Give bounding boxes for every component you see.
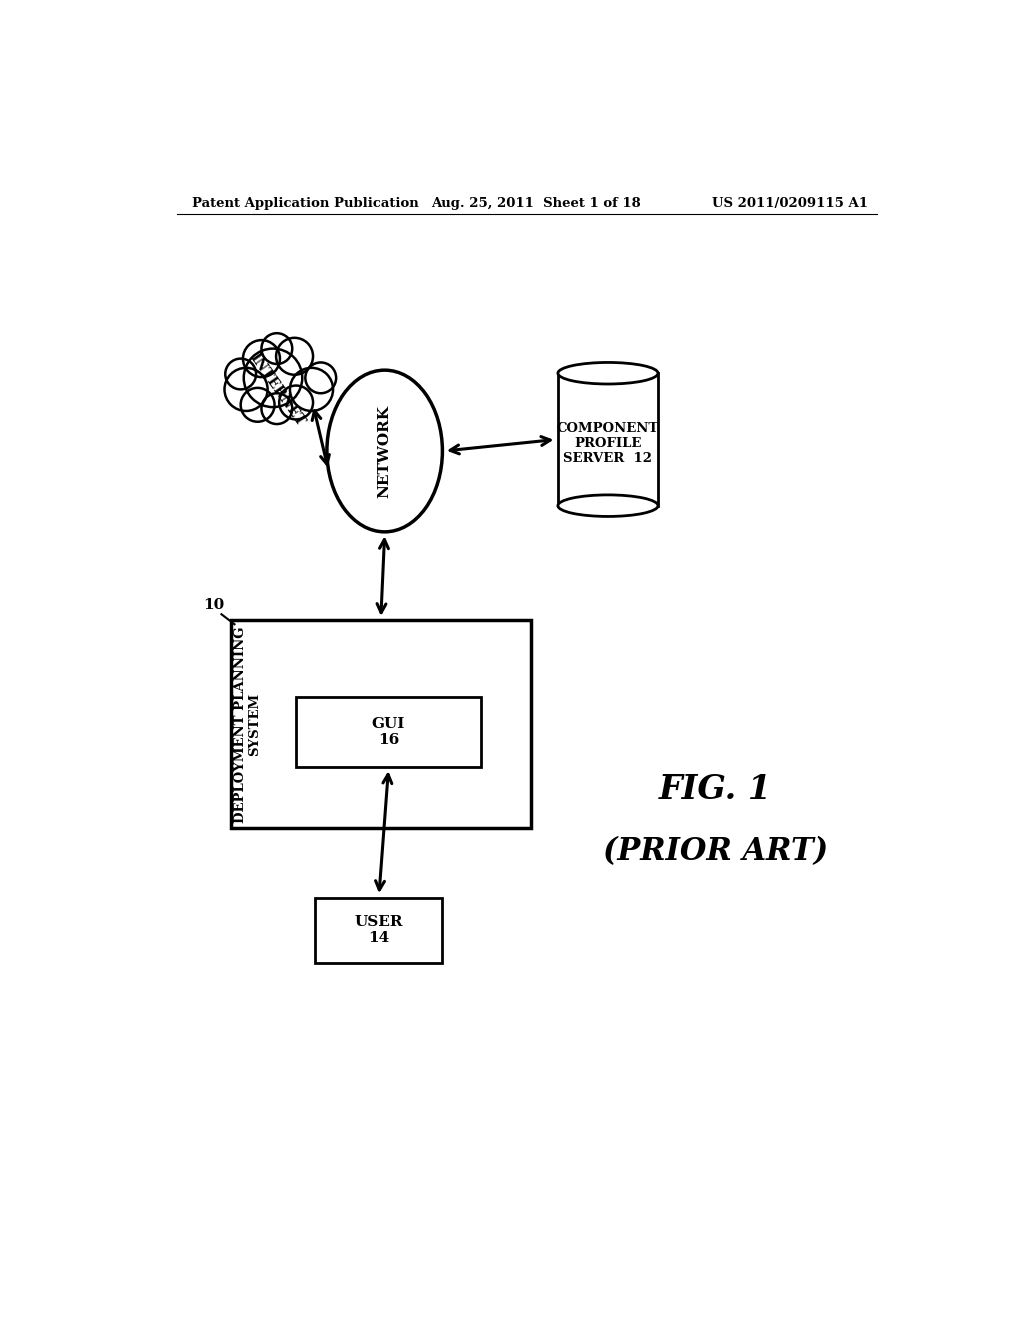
- Text: (PRIOR ART): (PRIOR ART): [603, 836, 828, 867]
- Text: FIG. 1: FIG. 1: [659, 774, 772, 807]
- Bar: [558, 374, 658, 506]
- Bar: [296, 697, 481, 767]
- Text: US 2011/0209115 A1: US 2011/0209115 A1: [712, 197, 868, 210]
- Text: GUI
16: GUI 16: [372, 717, 406, 747]
- Circle shape: [290, 368, 333, 411]
- Text: USER
14: USER 14: [354, 915, 403, 945]
- Text: COMPONENT
PROFILE
SERVER  12: COMPONENT PROFILE SERVER 12: [557, 422, 659, 465]
- Ellipse shape: [558, 363, 658, 384]
- Text: INTERNET: INTERNET: [247, 350, 307, 429]
- Circle shape: [243, 341, 280, 378]
- Circle shape: [224, 368, 267, 411]
- Bar: [230, 620, 531, 829]
- Text: NETWORK: NETWORK: [378, 404, 391, 498]
- Circle shape: [305, 363, 336, 393]
- Text: 10: 10: [203, 598, 224, 612]
- Ellipse shape: [327, 370, 442, 532]
- Text: Patent Application Publication: Patent Application Publication: [193, 197, 419, 210]
- Circle shape: [261, 333, 292, 364]
- Text: DEPLOYMENT PLANNING
SYSTEM: DEPLOYMENT PLANNING SYSTEM: [233, 626, 261, 822]
- Circle shape: [241, 388, 274, 422]
- Circle shape: [276, 338, 313, 375]
- Circle shape: [261, 393, 292, 424]
- Circle shape: [225, 359, 256, 389]
- Circle shape: [280, 385, 313, 420]
- Ellipse shape: [558, 495, 658, 516]
- Bar: [315, 898, 442, 964]
- Circle shape: [244, 348, 302, 407]
- Text: Aug. 25, 2011  Sheet 1 of 18: Aug. 25, 2011 Sheet 1 of 18: [431, 197, 641, 210]
